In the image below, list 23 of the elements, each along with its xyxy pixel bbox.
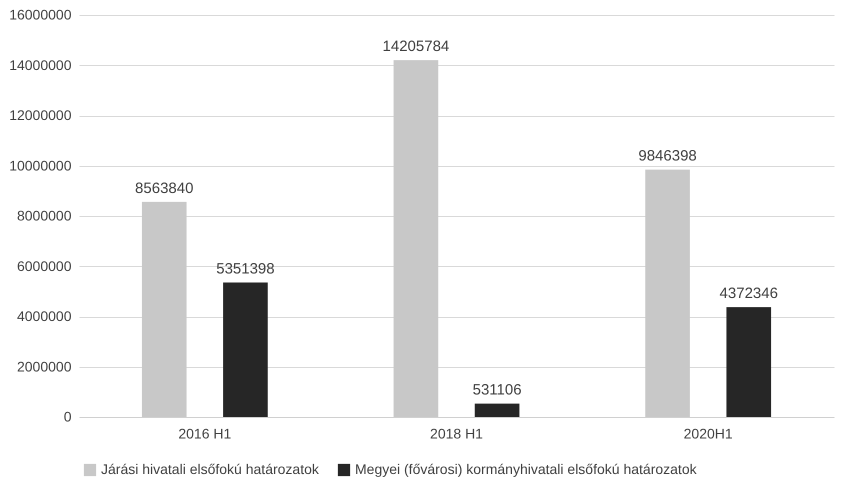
data-label: 8563840 xyxy=(135,180,194,197)
y-tick-label: 6000000 xyxy=(16,258,72,274)
y-tick-label: 8000000 xyxy=(16,208,72,224)
x-tick-label: 2016 H1 xyxy=(178,426,232,442)
data-label: 9846398 xyxy=(638,148,697,165)
data-label: 531106 xyxy=(472,382,522,399)
data-label: 5351398 xyxy=(216,260,275,278)
data-label: 14205784 xyxy=(382,38,450,56)
y-tick-label: 0 xyxy=(64,408,72,424)
y-tick-label: 10000000 xyxy=(9,157,72,174)
bar xyxy=(223,282,268,417)
bar xyxy=(726,307,772,417)
legend-label: Megyei (fővárosi) kormányhivatali elsőfokú határozatok xyxy=(355,461,698,477)
bar xyxy=(474,404,520,417)
x-tick-label: 2020H1 xyxy=(684,426,733,442)
y-tick-label: 12000000 xyxy=(9,107,72,123)
y-tick-label: 14000000 xyxy=(9,56,72,73)
x-tick-label: 2018 H1 xyxy=(430,426,484,442)
y-tick-label: 2000000 xyxy=(16,358,72,374)
legend-label: Járási hivatali elsőfokú határozatok xyxy=(101,461,320,477)
y-tick-label: 4000000 xyxy=(16,308,72,324)
y-tick-label: 16000000 xyxy=(9,6,72,22)
data-label: 4372346 xyxy=(720,285,778,302)
